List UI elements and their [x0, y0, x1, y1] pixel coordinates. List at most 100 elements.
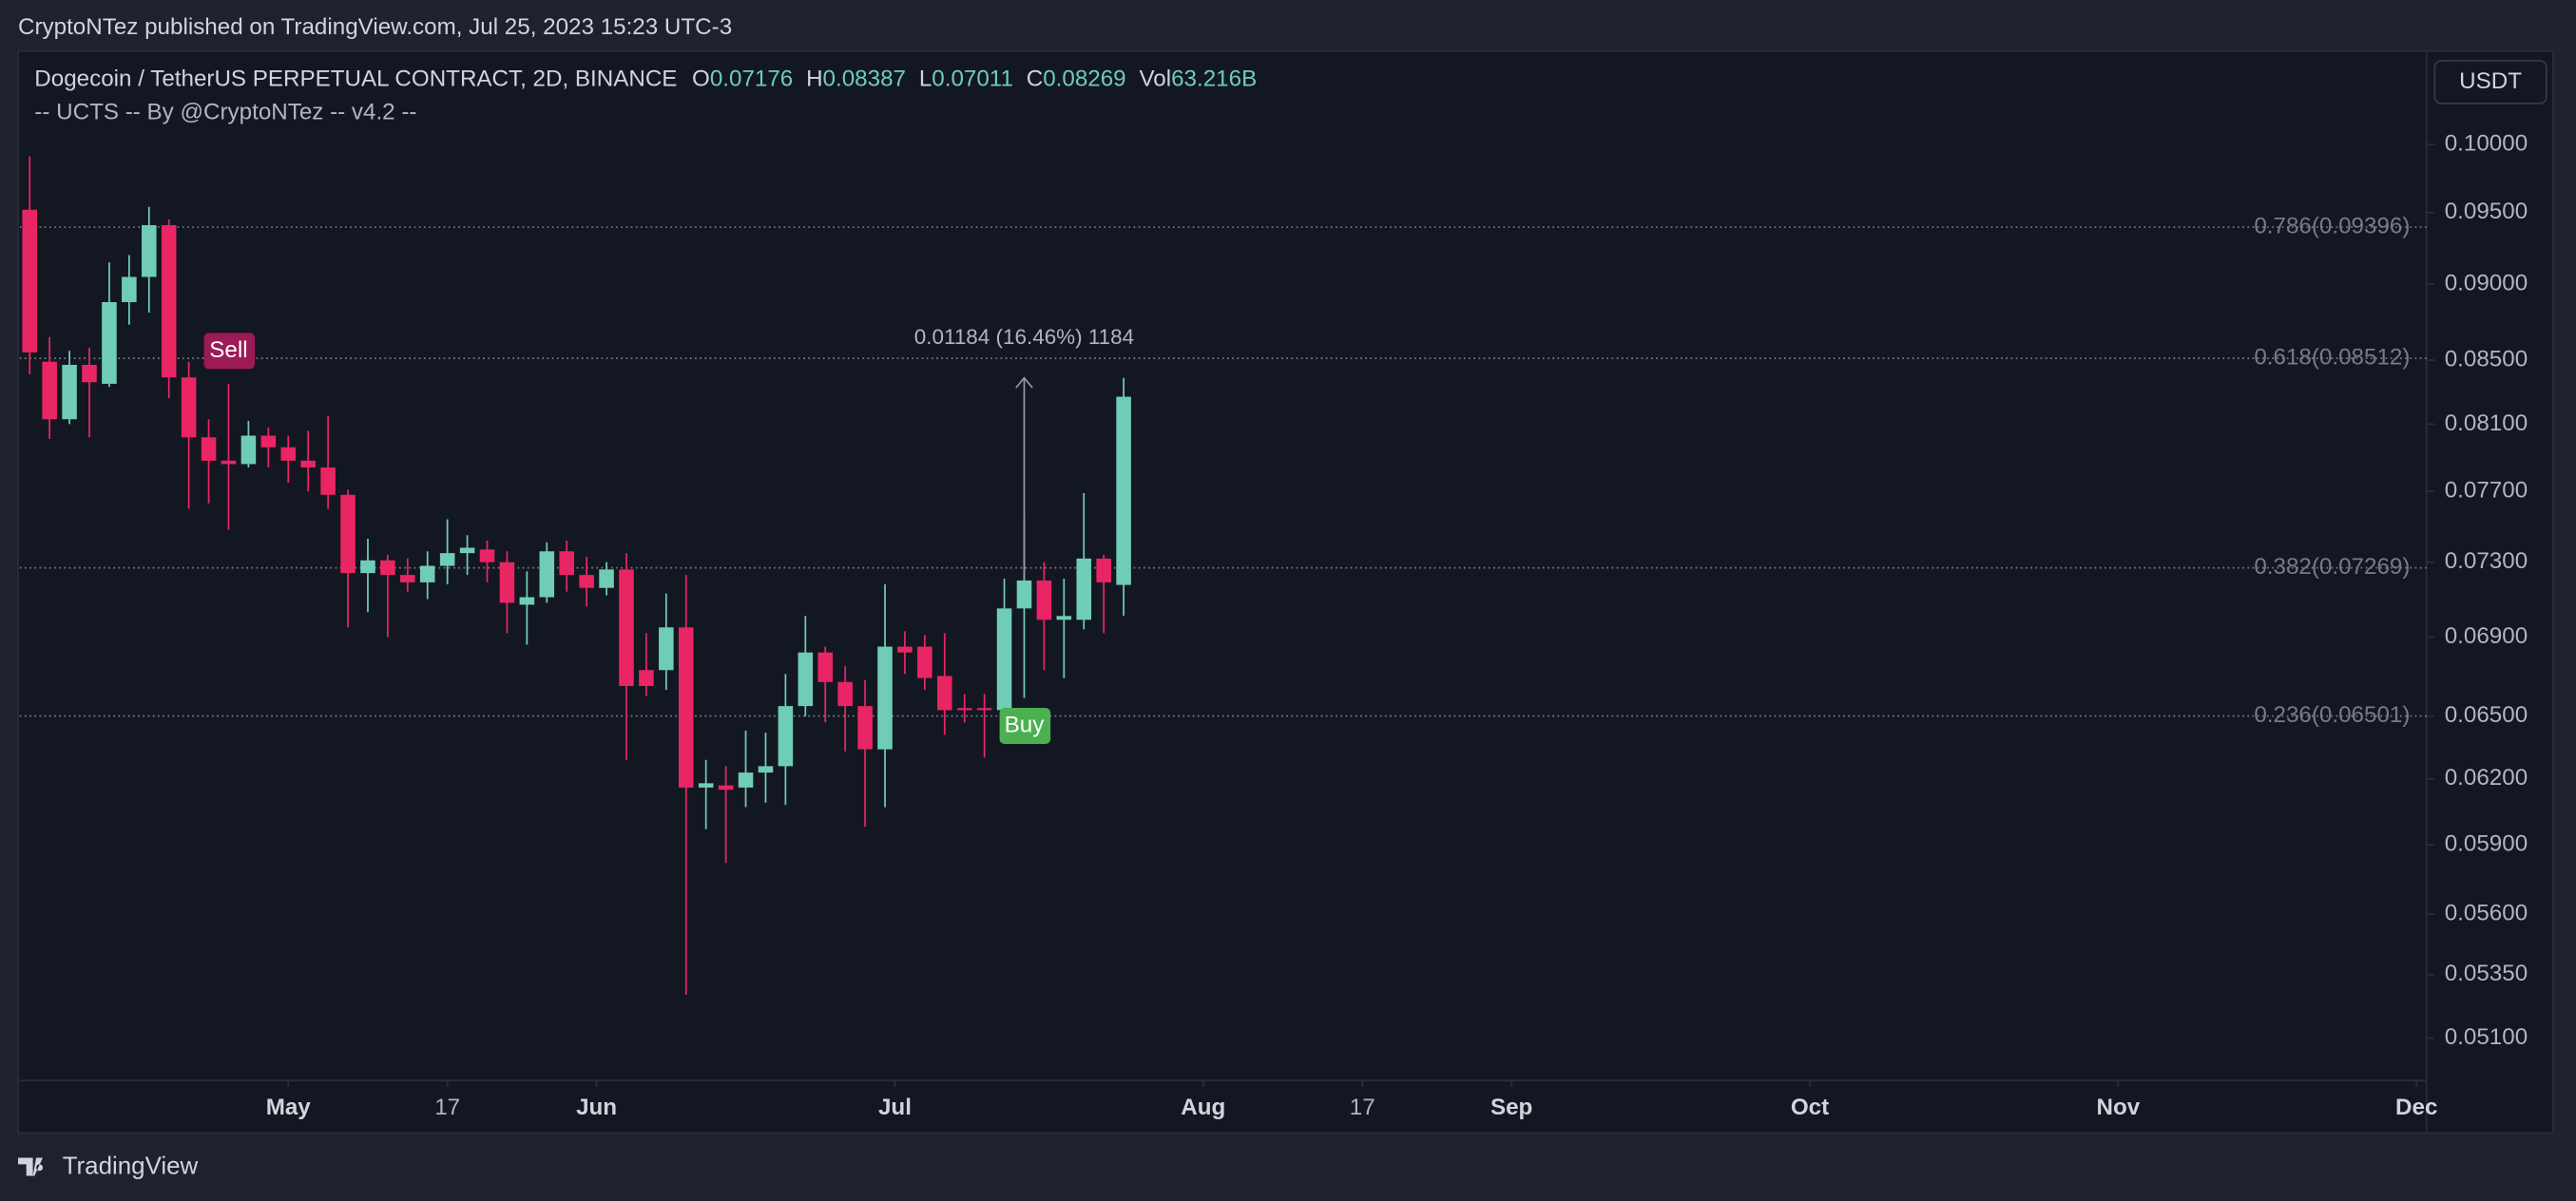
y-tick-label: 0.07700 — [2445, 478, 2528, 504]
y-tick-label: 0.05600 — [2445, 900, 2528, 925]
candle-body — [260, 435, 277, 448]
signal-box — [203, 333, 256, 370]
candle-body — [320, 467, 336, 495]
candle-body — [579, 575, 594, 588]
ohlc-label: C — [1027, 67, 1043, 92]
candle-body — [419, 565, 435, 582]
candle-body — [917, 646, 932, 678]
candle-body — [439, 553, 455, 566]
candle-body — [380, 560, 395, 576]
ohlc-value: 0.08269 — [1043, 67, 1125, 92]
y-tick-label: 0.08100 — [2445, 410, 2528, 436]
candle-body — [141, 224, 157, 277]
publisher: CryptoNTez published on TradingView.com,… — [18, 14, 732, 40]
candle-body — [459, 547, 475, 554]
x-tick-label: Aug — [1181, 1095, 1225, 1120]
candle-body — [1036, 580, 1052, 620]
candle-body — [280, 447, 297, 461]
ohlc-label: L — [919, 67, 932, 92]
x-tick-label: 17 — [1350, 1095, 1375, 1120]
y-tick-label: 0.05350 — [2445, 961, 2528, 986]
candle-body — [1076, 558, 1092, 620]
candle-body — [300, 460, 316, 467]
currency[interactable]: USDT — [2459, 68, 2522, 94]
x-tick-label: Jun — [576, 1095, 617, 1120]
measure-arrow — [1015, 376, 1033, 389]
level-label: 0.786(0.09396) — [2254, 213, 2410, 238]
y-tick-label: 0.09000 — [2445, 271, 2528, 296]
ohlc-value: 0.07011 — [932, 67, 1013, 92]
y-tick-label: 0.07300 — [2445, 548, 2528, 574]
candle-body — [877, 646, 893, 750]
x-tick-label: Sep — [1490, 1095, 1532, 1120]
candle-body — [837, 681, 853, 707]
candle-body — [519, 597, 535, 605]
candle-body — [340, 494, 356, 574]
candle-body — [499, 562, 515, 603]
candle-body — [1116, 396, 1131, 585]
candle-body — [42, 361, 57, 420]
y-tick-label: 0.06200 — [2445, 765, 2528, 791]
y-tick-label: 0.08500 — [2445, 346, 2528, 372]
x-tick-label: May — [266, 1095, 312, 1120]
symbol: Dogecoin / TetherUS PERPETUAL CONTRACT, … — [34, 67, 677, 92]
level-label: 0.382(0.07269) — [2254, 554, 2410, 580]
x-tick-label: Oct — [1791, 1095, 1829, 1120]
level-label: 0.236(0.06501) — [2254, 702, 2410, 728]
currency-button[interactable] — [2433, 60, 2547, 105]
candle-body — [559, 551, 574, 576]
candle-body — [181, 377, 197, 438]
candle-body — [221, 460, 237, 465]
candle-body — [976, 708, 992, 711]
legend: Dogecoin / TetherUS PERPETUAL CONTRACT, … — [34, 67, 1257, 92]
candle-body — [778, 706, 794, 767]
candle-body — [599, 569, 614, 588]
candle-body — [639, 670, 654, 686]
y-tick-label: 0.05100 — [2445, 1024, 2528, 1050]
candle-body — [996, 608, 1012, 711]
level-label: 0.618(0.08512) — [2254, 344, 2410, 370]
candle-body — [400, 575, 415, 582]
candle-body — [897, 646, 913, 653]
logo: TradingView — [18, 1153, 199, 1180]
candle-body — [718, 785, 734, 791]
candle-body — [1096, 558, 1111, 582]
volume-value: 63.216B — [1171, 67, 1257, 92]
candle-body — [539, 551, 555, 598]
chart-panel — [17, 49, 2554, 1134]
x-tick-label: Nov — [2097, 1095, 2141, 1120]
signal-box — [999, 707, 1051, 745]
measure-label: 0.01184 (16.46%) 1184 — [914, 325, 1134, 349]
ohlc-label: H — [806, 67, 822, 92]
signal-label: Buy — [1005, 712, 1046, 737]
y-tick-label: 0.06500 — [2445, 702, 2528, 728]
candle-body — [122, 276, 137, 302]
candle-body — [82, 364, 97, 383]
signal-label: Sell — [209, 337, 247, 363]
y-tick-label: 0.05900 — [2445, 831, 2528, 857]
candle-body — [798, 652, 814, 707]
candle-body — [758, 766, 774, 773]
candle-body — [22, 209, 38, 353]
x-tick-label: 17 — [434, 1095, 460, 1120]
ohlc-label: O — [692, 67, 710, 92]
candle-body — [479, 549, 495, 562]
candle-body — [698, 783, 714, 788]
candle-body — [817, 652, 834, 682]
candle-body — [659, 627, 674, 671]
candle-body — [240, 435, 257, 465]
candle-body — [937, 676, 952, 711]
ohlc-value: 0.07176 — [710, 67, 793, 92]
candle-body — [956, 708, 972, 711]
volume-label: Vol — [1139, 67, 1171, 92]
logo-icon — [18, 1157, 44, 1176]
candle-body — [857, 706, 873, 750]
x-tick-label: Dec — [2395, 1095, 2437, 1120]
candle-body — [738, 772, 754, 788]
candle-body — [678, 627, 694, 788]
candle-body — [1016, 580, 1032, 609]
y-tick-label: 0.10000 — [2445, 130, 2528, 156]
y-tick-label: 0.06900 — [2445, 623, 2528, 649]
